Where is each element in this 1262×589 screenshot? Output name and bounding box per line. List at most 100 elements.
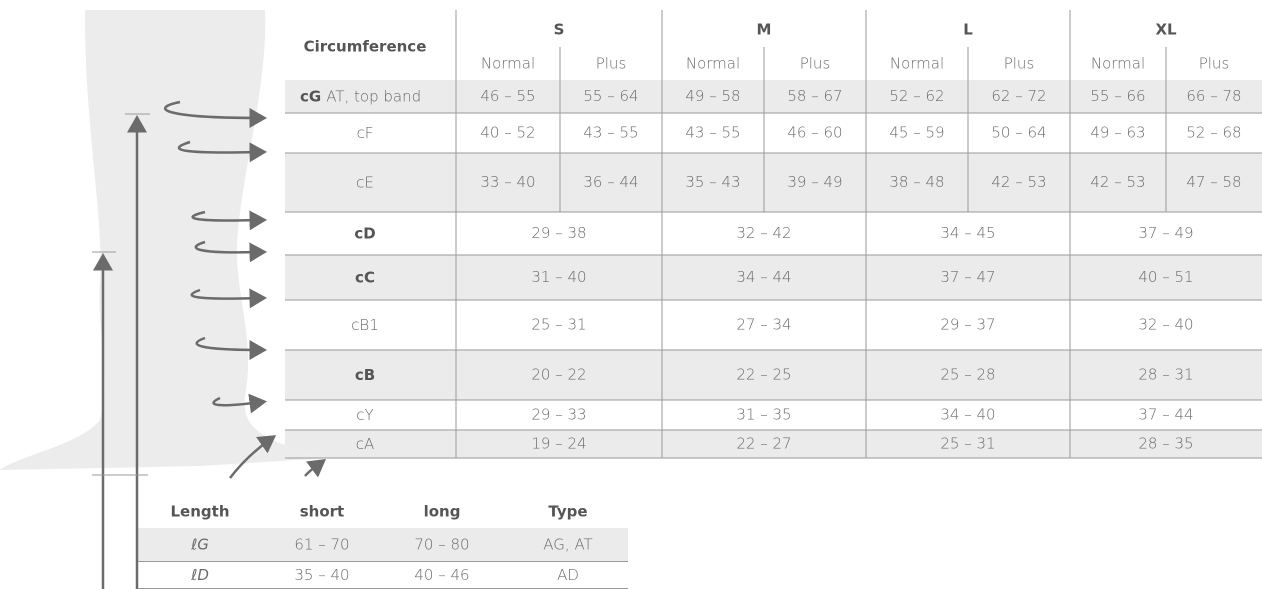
row-code: cF bbox=[357, 124, 374, 142]
cell: 37 – 47 bbox=[940, 268, 995, 286]
sub-column: Normal bbox=[481, 55, 535, 73]
cell: 34 – 44 bbox=[736, 268, 791, 286]
cell: 28 – 31 bbox=[1138, 366, 1193, 384]
cell: 40 – 46 bbox=[414, 566, 469, 584]
row-bg bbox=[285, 430, 1262, 458]
cell: 62 – 72 bbox=[991, 87, 1046, 105]
cell: 31 – 35 bbox=[736, 406, 791, 424]
length-header: short bbox=[300, 503, 344, 521]
tables: Circumference S Normal Plus M Normal Plus L Norm… bbox=[138, 10, 1262, 589]
cell: 49 – 58 bbox=[685, 87, 740, 105]
sub-column: Plus bbox=[1199, 55, 1230, 73]
row-code: cB bbox=[355, 366, 375, 384]
cell: 55 – 64 bbox=[583, 87, 638, 105]
sub-column: Normal bbox=[1091, 55, 1145, 73]
cell: 27 – 34 bbox=[736, 316, 791, 334]
cell: 34 – 40 bbox=[940, 406, 995, 424]
cell: 46 – 60 bbox=[787, 124, 842, 142]
row-label: cD bbox=[354, 224, 375, 242]
row-backgrounds bbox=[138, 80, 1262, 562]
cell: 46 – 55 bbox=[480, 87, 535, 105]
cell: 42 – 53 bbox=[1090, 173, 1145, 191]
cell: AD bbox=[557, 566, 579, 584]
cell: 43 – 55 bbox=[685, 124, 740, 142]
cell: 61 – 70 bbox=[294, 536, 349, 554]
row-code: cE bbox=[356, 173, 374, 191]
cell: 38 – 48 bbox=[889, 173, 944, 191]
cell: 29 – 38 bbox=[531, 224, 586, 242]
row-code: cC bbox=[355, 268, 375, 286]
cell: 22 – 25 bbox=[736, 366, 791, 384]
cell: 29 – 33 bbox=[531, 406, 586, 424]
header: Circumference bbox=[304, 38, 427, 56]
cell: 25 – 28 bbox=[940, 366, 995, 384]
cell: 36 – 44 bbox=[583, 173, 638, 191]
cell: 37 – 44 bbox=[1138, 406, 1193, 424]
cell: 20 – 22 bbox=[531, 366, 586, 384]
sub-column: Normal bbox=[890, 55, 944, 73]
row-label: cB1 bbox=[351, 316, 379, 334]
row-code: cG bbox=[300, 87, 321, 105]
row-code: cB1 bbox=[351, 316, 379, 334]
cell: 33 – 40 bbox=[480, 173, 535, 191]
cell: 19 – 24 bbox=[531, 435, 586, 453]
size-label: M bbox=[757, 21, 772, 39]
row-code: cY bbox=[356, 406, 373, 424]
row-label: cG AT, top band bbox=[300, 87, 421, 105]
cell: ℓG bbox=[190, 536, 209, 554]
row-label: cF bbox=[357, 124, 374, 142]
cell: 52 – 68 bbox=[1186, 124, 1241, 142]
cell: 40 – 52 bbox=[480, 124, 535, 142]
size-label: L bbox=[963, 21, 973, 39]
row-bg bbox=[285, 255, 1262, 300]
cell: 49 – 63 bbox=[1090, 124, 1145, 142]
cell: 40 – 51 bbox=[1138, 268, 1193, 286]
cell: AG, AT bbox=[543, 536, 592, 554]
cell: 35 – 40 bbox=[294, 566, 349, 584]
cell: 45 – 59 bbox=[889, 124, 944, 142]
sub-column: Plus bbox=[1004, 55, 1035, 73]
length-header: long bbox=[424, 503, 461, 521]
row-bg bbox=[285, 80, 1262, 113]
cell: 28 – 35 bbox=[1138, 435, 1193, 453]
cell: 34 – 45 bbox=[940, 224, 995, 242]
cell: 22 – 27 bbox=[736, 435, 791, 453]
cell: 25 – 31 bbox=[940, 435, 995, 453]
sub-column: Normal bbox=[686, 55, 740, 73]
row-label: cY bbox=[356, 406, 373, 424]
cell: ℓD bbox=[190, 566, 209, 584]
row-code: cA bbox=[356, 435, 375, 453]
cell: 66 – 78 bbox=[1186, 87, 1241, 105]
row-label: cE bbox=[356, 173, 374, 191]
cell: 25 – 31 bbox=[531, 316, 586, 334]
row-label: cB bbox=[355, 366, 375, 384]
leg-silhouette bbox=[0, 10, 330, 470]
length-header: Length bbox=[171, 503, 230, 521]
cell: 55 – 66 bbox=[1090, 87, 1145, 105]
row-bg bbox=[138, 528, 628, 562]
row-label: cA bbox=[356, 435, 375, 453]
cell: 42 – 53 bbox=[991, 173, 1046, 191]
cell: 35 – 43 bbox=[685, 173, 740, 191]
size-label: S bbox=[554, 21, 565, 39]
row-code: cD bbox=[354, 224, 375, 242]
cell: 32 – 40 bbox=[1138, 316, 1193, 334]
cell: 50 – 64 bbox=[991, 124, 1046, 142]
measurement-arrows bbox=[92, 100, 327, 589]
cell: 43 – 55 bbox=[583, 124, 638, 142]
cell: 31 – 40 bbox=[531, 268, 586, 286]
sub-column: Plus bbox=[596, 55, 627, 73]
cell: 39 – 49 bbox=[787, 173, 842, 191]
row-note: AT, top band bbox=[326, 87, 421, 105]
cell: 70 – 80 bbox=[414, 536, 469, 554]
cell: 47 – 58 bbox=[1186, 173, 1241, 191]
row-label: cC bbox=[355, 268, 375, 286]
row-bg bbox=[285, 350, 1262, 400]
cell: 37 – 49 bbox=[1138, 224, 1193, 242]
cell: 32 – 42 bbox=[736, 224, 791, 242]
cell: 58 – 67 bbox=[787, 87, 842, 105]
row-bg bbox=[285, 153, 1262, 212]
size-label: XL bbox=[1155, 21, 1177, 39]
